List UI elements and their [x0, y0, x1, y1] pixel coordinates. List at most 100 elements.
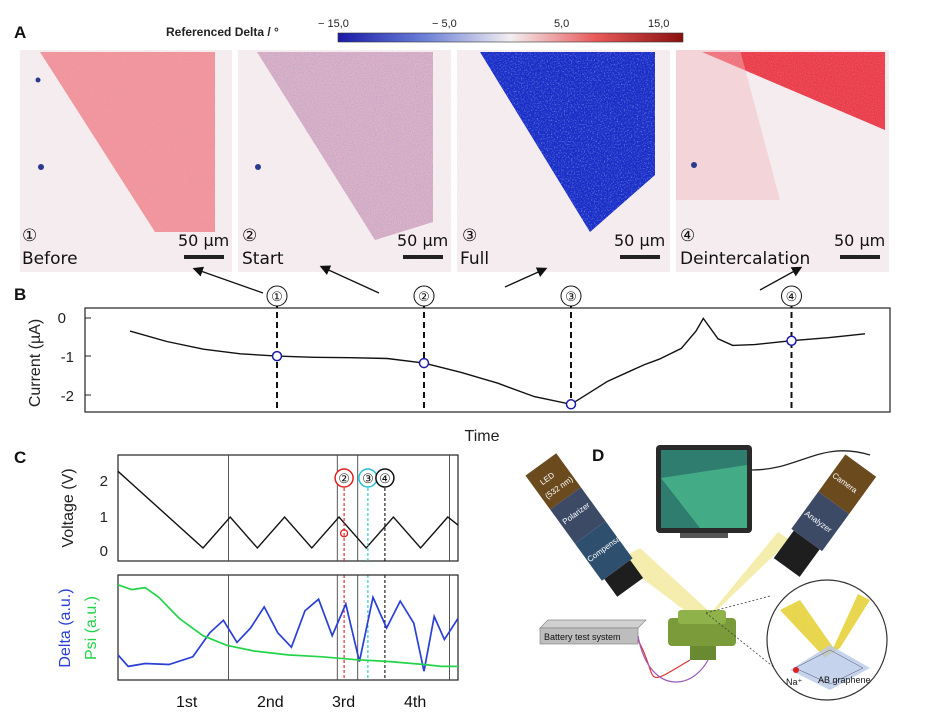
map-caption: Deintercalation: [680, 249, 810, 269]
voltage-series-line: [117, 470, 459, 550]
state-label-3: ③: [362, 471, 374, 486]
state-label-4: ④: [379, 471, 391, 486]
battery-box-top: [539, 619, 647, 629]
battery-wire-red: [637, 639, 691, 678]
inset-beam-in: [780, 600, 835, 658]
y-axis-label: Current (µA): [27, 319, 44, 407]
camera-housing: [818, 454, 877, 514]
defect-spot: [255, 164, 261, 170]
panel-label-b: B: [14, 285, 26, 304]
marker-circle-1: [266, 285, 288, 307]
defect-spot: [38, 164, 44, 170]
cell-base: [690, 646, 716, 660]
marker-label-3: ③: [565, 289, 577, 304]
map-caption: Full: [460, 249, 489, 269]
marker-label-2: ②: [418, 289, 430, 304]
marker-label-1: ①: [271, 289, 283, 304]
map-number: ②: [242, 226, 257, 246]
colorbar: [337, 32, 684, 43]
state-label-2: ②: [338, 471, 350, 486]
map-caption: Before: [22, 249, 78, 269]
monitor-stand: [680, 533, 728, 538]
sodium-ion: [793, 667, 799, 673]
colorbar-tick-3: 15,0: [648, 18, 669, 30]
panel-label-d: D: [592, 446, 604, 465]
map-number: ③: [462, 226, 477, 246]
current-series-line: [129, 317, 866, 406]
y-axis-label: Voltage (V): [60, 468, 77, 547]
psi-axis-label: Psi (a.u.): [83, 596, 100, 660]
graphene-lattice: [794, 649, 864, 685]
panel-label-a: A: [14, 23, 26, 42]
state-circle-2: [334, 468, 354, 488]
colorbar-tick-0: − 15,0: [318, 18, 349, 30]
led-housing: [525, 453, 581, 510]
marker-point-2: [418, 357, 430, 369]
polarizer-housing: [550, 487, 606, 544]
y-tick-2: 0: [100, 543, 108, 560]
colorbar-tick-2: 5,0: [554, 18, 569, 30]
cell-body: [668, 618, 736, 646]
scalebar: [184, 255, 224, 259]
graphene-sheet: [790, 645, 870, 690]
delta-axis-label: Delta (a.u.): [57, 588, 74, 667]
marker-circle-2: [413, 285, 435, 307]
arrow-3: [504, 267, 548, 288]
reflected-beam: [705, 532, 790, 620]
scalebar-label: 50 µm: [614, 231, 665, 250]
map-full: ③ Full 50 µm: [457, 50, 670, 272]
cell-top: [678, 610, 726, 624]
plot-frame: [117, 454, 459, 562]
marker-point-4: [786, 335, 797, 346]
arrow-4: [759, 266, 803, 291]
delta-series-line: [117, 594, 459, 672]
map-number: ①: [22, 226, 37, 246]
map-before: ① Before 50 µm: [20, 50, 232, 272]
plot-frame: [84, 307, 891, 413]
map-start: ② Start 50 µm: [238, 50, 451, 272]
plot-frame: [117, 574, 459, 681]
cycle-label-1st: 1st: [176, 694, 198, 711]
marker-point-1: [271, 350, 283, 362]
defect-spot: [35, 77, 41, 83]
ion-label: Na⁺: [786, 677, 803, 687]
psi-series-line: [117, 583, 458, 668]
scalebar: [620, 255, 660, 259]
marker-circle-4: [781, 285, 802, 307]
camera-arm: Camera Analyzer: [773, 454, 877, 577]
scalebar-label: 50 µm: [178, 231, 229, 250]
scalebar: [403, 255, 443, 259]
map-caption: Start: [242, 249, 284, 269]
arrow-2: [319, 265, 380, 294]
led-arm: LED (532 nm) Polarizer Compensator: [525, 453, 644, 597]
incident-beam: [618, 548, 710, 622]
battery-label: Battery test system: [544, 632, 621, 642]
compensator-housing: [574, 521, 633, 581]
scalebar: [840, 255, 880, 259]
battery-wire-purple: [637, 635, 713, 683]
y-tick-0: 2: [100, 473, 108, 490]
marker-point-3: [565, 399, 577, 410]
current-markers: ① ② ③ ④: [266, 285, 802, 412]
ellipsometry-chart: Delta (a.u.) Psi (a.u.) 1st 2nd 3rd 4th: [57, 574, 459, 711]
monitor-image: [661, 465, 747, 528]
colorbar-title: Referenced Delta / °: [166, 25, 279, 39]
inset-beam-out: [830, 594, 870, 655]
colorbar-tick-1: − 5,0: [432, 18, 457, 30]
setup-schematic: LED (532 nm) Polarizer Compensator Camer…: [525, 445, 888, 701]
panel-label-c: C: [14, 448, 26, 467]
arrow-1: [192, 266, 264, 294]
cycle-label-3rd: 3rd: [332, 694, 355, 711]
defect-spot: [691, 162, 697, 168]
y-tick-1: -1: [61, 349, 74, 366]
objective-housing: [773, 530, 820, 577]
y-tick-0: 0: [58, 310, 66, 327]
scalebar-label: 50 µm: [834, 231, 885, 250]
monitor-cable: [751, 450, 871, 471]
cycle-label-4th: 4th: [404, 694, 426, 711]
cycle-label-2nd: 2nd: [257, 694, 284, 711]
marker-circle-3: [560, 285, 582, 307]
